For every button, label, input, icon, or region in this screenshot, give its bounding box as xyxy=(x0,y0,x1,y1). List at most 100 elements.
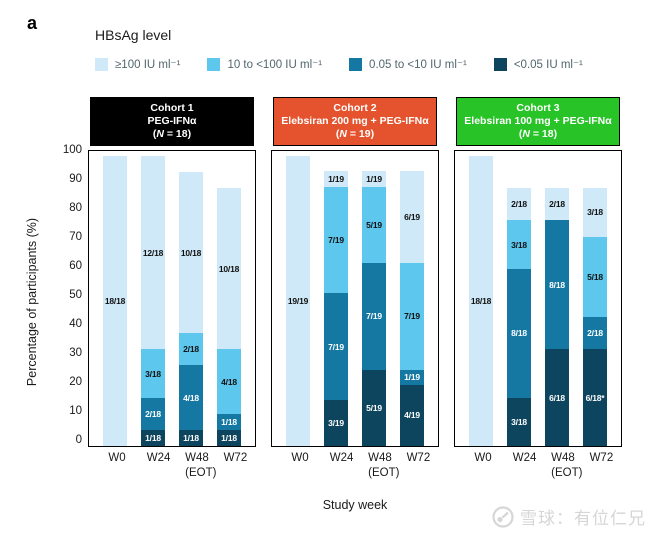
legend-title: HBsAg level xyxy=(95,27,172,43)
y-tick-label: 60 xyxy=(69,260,82,272)
x-tick-label: W24 xyxy=(512,452,537,464)
bar-segment-label: 12/18 xyxy=(142,247,164,258)
bar-segment-label: 8/18 xyxy=(511,328,527,339)
bar-segment: 4/19 xyxy=(400,384,424,446)
x-tick: W48 (EOT) xyxy=(545,451,583,481)
bar-segment-label: 1/18 xyxy=(221,432,237,443)
y-tick-label: 0 xyxy=(75,434,82,446)
eot-label: (EOT) xyxy=(368,467,400,479)
watermark-text: 雪球：有位仁兄 xyxy=(520,509,646,528)
legend-label: 10 to <100 IU ml⁻¹ xyxy=(227,59,323,71)
stacked-bar: 2/18 8/18 6/18 xyxy=(545,188,569,446)
x-tick: W0 xyxy=(468,451,492,481)
legend-swatch xyxy=(207,57,221,71)
x-tick-label: W48 xyxy=(551,452,575,464)
bar-segment-label: 7/19 xyxy=(328,234,344,245)
bar-segment-label: 2/18 xyxy=(511,199,527,210)
bar-segment-label: 4/18 xyxy=(183,392,199,403)
bar-segment-label: 10/18 xyxy=(180,247,202,258)
bar-segment-label: 7/19 xyxy=(328,341,344,352)
stacked-bar: 19/19 xyxy=(286,156,310,446)
eot-label: (EOT) xyxy=(185,467,217,479)
x-tick-label: W72 xyxy=(589,452,614,464)
eot-label: (EOT) xyxy=(551,467,583,479)
bar-segment: 4/18 xyxy=(217,349,241,414)
legend-label: <0.05 IU ml⁻¹ xyxy=(513,59,583,71)
bar-segment: 3/18 xyxy=(583,188,607,237)
x-tick-label: W0 xyxy=(474,452,492,464)
y-axis-title: Percentage of participants (%) xyxy=(25,217,39,387)
legend-swatch xyxy=(95,57,108,71)
stacked-bar: 10/18 4/18 1/18 1/18 xyxy=(217,188,241,446)
legend-item: 0.05 to <10 IU ml⁻¹ xyxy=(349,57,467,71)
bar-segment: 5/18 xyxy=(583,236,607,318)
cohort-name: Cohort 3 xyxy=(516,102,560,114)
bar-segment-label: 4/18 xyxy=(221,376,237,387)
bar-segment: 2/18 xyxy=(583,317,607,350)
x-tick: W72 xyxy=(401,451,431,481)
bar-segment-label: 2/18 xyxy=(587,328,603,339)
bar-segment-label: 10/18 xyxy=(218,263,240,274)
bar-segment: 7/19 xyxy=(362,262,386,370)
bar-segment-label: 1/18 xyxy=(183,432,199,443)
y-tick-label: 30 xyxy=(69,347,82,359)
x-tick-label: W24 xyxy=(329,452,354,464)
bar-segment-label: 1/19 xyxy=(404,372,420,383)
bar-segment-label: 1/18 xyxy=(221,416,237,427)
legend-item: ≥100 IU ml⁻¹ xyxy=(95,57,180,71)
bar-segment: 4/18 xyxy=(179,365,203,430)
y-tick-label: 20 xyxy=(69,376,82,388)
bar-segment: 2/18 xyxy=(141,397,165,430)
bar-segment: 19/19 xyxy=(286,156,310,446)
cohort-panel: Cohort 2 Elebsiran 200 mg + PEG-IFNα (N = … xyxy=(271,97,439,497)
bar-group: 18/18 2/18 3/18 8/18 3/18 2/18 8/18 6/18 3/18 5/1… xyxy=(455,151,621,446)
x-axis-title: Study week xyxy=(322,498,388,512)
bar-segment-label: 6/19 xyxy=(404,212,420,223)
y-tick-label: 40 xyxy=(69,318,82,330)
x-tick-label: W48 xyxy=(185,452,209,464)
bar-segment: 18/18 xyxy=(469,156,493,446)
stacked-bar: 1/19 5/19 7/19 5/19 xyxy=(362,171,386,446)
y-tick-label: 10 xyxy=(69,405,82,417)
bar-segment: 8/18 xyxy=(507,268,531,398)
bar-segment-label: 3/18 xyxy=(511,239,527,250)
plot-area: 19/19 1/19 7/19 7/19 3/19 1/19 5/19 7/19 5/19 6/1… xyxy=(271,150,439,447)
cohort-header: Cohort 1 PEG-IFNα (N = 18) xyxy=(90,97,254,146)
bar-segment: 6/19 xyxy=(400,171,424,263)
cohort-name: Cohort 2 xyxy=(333,102,377,114)
bar-segment-label: 3/18 xyxy=(511,416,527,427)
bar-segment: 7/19 xyxy=(324,186,348,294)
bar-segment: 5/19 xyxy=(362,369,386,446)
bar-segment-label: 2/18 xyxy=(183,344,199,355)
bar-segment: 5/19 xyxy=(362,186,386,263)
legend-label: 0.05 to <10 IU ml⁻¹ xyxy=(369,59,467,71)
bar-segment-label: 1/19 xyxy=(366,173,382,184)
bar-segment: 8/18 xyxy=(545,220,569,350)
cohort-panel: Cohort 1 PEG-IFNα (N = 18) 18/18 12/18 3/18 2/… xyxy=(88,97,256,497)
cohort-n: (N = 18) xyxy=(518,128,558,140)
bar-segment-label: 19/19 xyxy=(287,296,309,306)
x-tick: W72 xyxy=(218,451,248,481)
stacked-bar: 2/18 3/18 8/18 3/18 xyxy=(507,188,531,446)
stacked-bar: 10/18 2/18 4/18 1/18 xyxy=(179,172,203,446)
stacked-bar: 18/18 xyxy=(469,156,493,446)
bar-segment: 3/18 xyxy=(507,397,531,446)
legend-swatch xyxy=(349,57,363,71)
bar-segment-label: 7/19 xyxy=(366,311,382,322)
x-tick-label: W0 xyxy=(291,452,309,464)
x-tick: W72 xyxy=(584,451,614,481)
bar-segment-label: 6/18* xyxy=(585,392,605,403)
legend: ≥100 IU ml⁻¹ 10 to <100 IU ml⁻¹ 0.05 to <1… xyxy=(95,57,583,71)
bar-group: 19/19 1/19 7/19 7/19 3/19 1/19 5/19 7/19 5/19 6/1… xyxy=(272,151,438,446)
bar-segment-label: 2/18 xyxy=(145,408,161,419)
cohort-treatment: Elebsiran 200 mg + PEG-IFNα xyxy=(281,115,429,127)
bar-segment: 1/19 xyxy=(362,171,386,187)
figure-panel-letter: a xyxy=(27,13,38,33)
y-tick-label: 100 xyxy=(62,144,82,156)
cohort-n: (N = 19) xyxy=(335,128,375,140)
y-tick-label: 50 xyxy=(69,289,82,301)
x-tick-row: W0 W24 W48 (EOT) W72 xyxy=(88,451,256,481)
bar-segment: 2/18 xyxy=(507,188,531,221)
bar-segment: 18/18 xyxy=(103,156,127,446)
